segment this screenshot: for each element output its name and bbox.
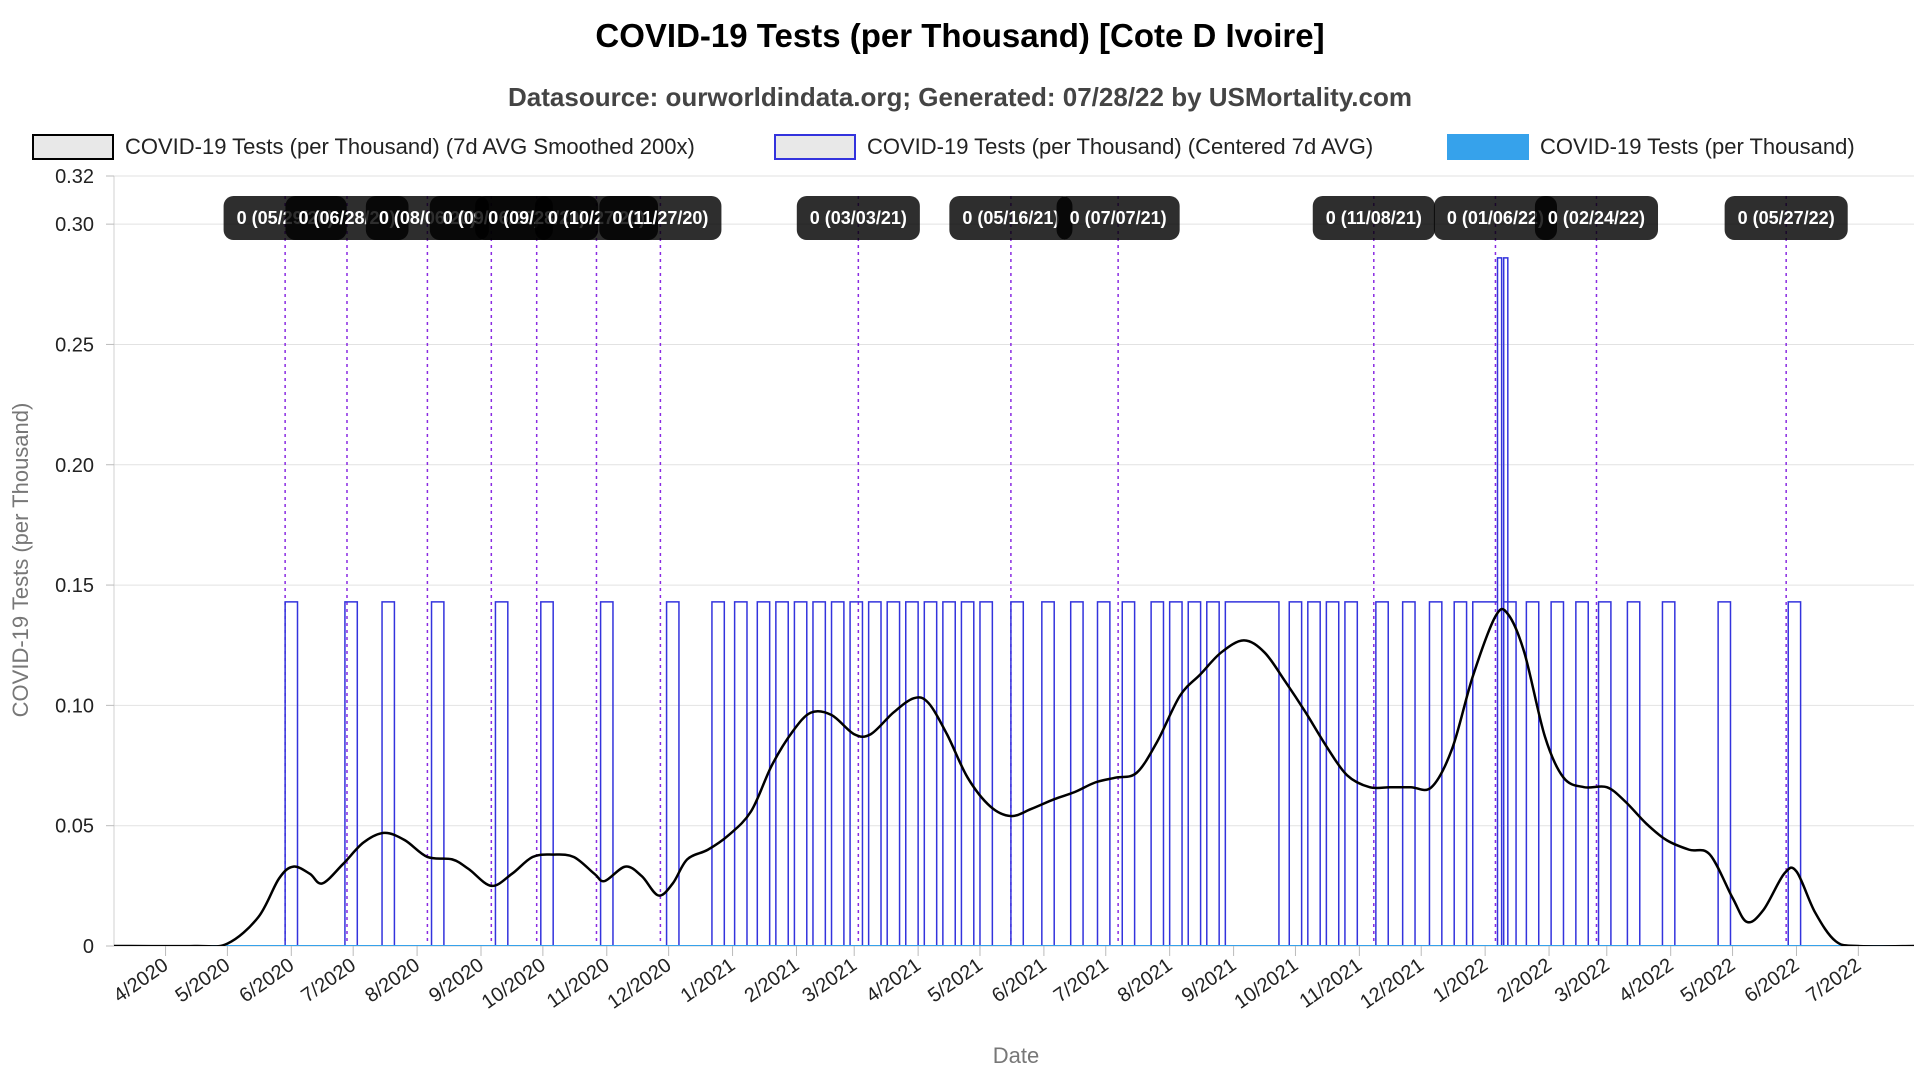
annotation-box xyxy=(949,196,1073,240)
y-tick-label: 0.25 xyxy=(55,334,94,356)
annotation-box xyxy=(1534,196,1659,240)
legend-swatch xyxy=(32,134,114,160)
y-axis-ticks: 0 0.05 0.10 0.15 0.20 0.25 0.30 0.32 xyxy=(55,166,114,958)
annotation-text: 0 (03/03/21) xyxy=(810,208,907,228)
legend-label: COVID-19 Tests (per Thousand) (7d AVG Sm… xyxy=(125,134,695,159)
x-tick-label: 6/2021 xyxy=(988,954,1051,1007)
x-tick-label: 11/2020 xyxy=(543,954,614,1013)
y-axis-title: COVID-19 Tests (per Thousand) xyxy=(8,403,33,718)
y-tick-label: 0.30 xyxy=(55,214,94,236)
annotation-label: 0 (11/08/21) xyxy=(1312,196,1435,240)
y-tick-label: 0.15 xyxy=(55,575,94,597)
annotation-text: 0 (07/07/21) xyxy=(1070,208,1167,228)
annotation-text: 0 (02/24/22) xyxy=(1548,208,1645,228)
legend-label: COVID-19 Tests (per Thousand) xyxy=(1540,134,1855,159)
x-tick-label: 11/2021 xyxy=(1296,954,1367,1013)
annotation-label: 0 (05/16/21) xyxy=(949,196,1073,240)
x-tick-label: 7/2021 xyxy=(1050,954,1113,1007)
x-tick-label: 10/2021 xyxy=(1230,954,1302,1013)
annotation-labels: 0 (05/29/20)0 (06/28/20)0 (08/06/20)0 (0… xyxy=(223,196,1848,240)
x-tick-label: 7/2022 xyxy=(1802,954,1865,1007)
annotation-text: 0 (11/27/20) xyxy=(612,208,708,228)
annotation-label: 0 (03/03/21) xyxy=(796,196,920,240)
y-tick-label: 0.20 xyxy=(55,455,94,477)
x-tick-label: 6/2020 xyxy=(235,954,298,1007)
series-centered-7d-avg xyxy=(114,257,1914,946)
annotation-box xyxy=(1433,196,1557,240)
annotation-box xyxy=(599,196,722,240)
y-tick-label: 0 xyxy=(83,936,94,958)
x-tick-label: 6/2022 xyxy=(1741,954,1804,1007)
x-tick-label: 1/2021 xyxy=(677,954,740,1007)
x-axis-ticks: 4/2020 5/2020 6/2020 7/2020 8/2020 9/202010/2… xyxy=(110,946,1865,1014)
chart-title: COVID-19 Tests (per Thousand) [Cote D Iv… xyxy=(595,17,1324,54)
chart-subtitle: Datasource: ourworldindata.org; Generate… xyxy=(508,82,1412,112)
x-tick-label: 10/2020 xyxy=(478,954,550,1013)
annotation-box xyxy=(1056,196,1180,240)
legend-label: COVID-19 Tests (per Thousand) (Centered … xyxy=(867,134,1373,159)
annotation-text: 0 (05/27/22) xyxy=(1738,208,1835,228)
annotation-box xyxy=(1724,196,1848,240)
x-tick-label: 3/2022 xyxy=(1551,954,1614,1007)
annotation-lines xyxy=(284,196,1787,946)
legend-swatch xyxy=(774,134,856,160)
annotation-text: 0 (01/06/22) xyxy=(1447,208,1544,228)
legend-swatch xyxy=(1447,134,1529,160)
x-tick-label: 2/2022 xyxy=(1493,954,1556,1007)
x-tick-label: 9/2021 xyxy=(1178,954,1241,1007)
annotation-label: 0 (05/27/22) xyxy=(1724,196,1848,240)
x-tick-label: 4/2020 xyxy=(110,954,173,1007)
series-smoothed xyxy=(114,607,1914,946)
y-tick-label: 0.10 xyxy=(55,695,94,717)
x-tick-label: 8/2020 xyxy=(361,954,424,1007)
y-tick-label: 0.32 xyxy=(55,166,94,188)
grid xyxy=(113,175,1914,947)
x-tick-label: 1/2022 xyxy=(1429,954,1492,1007)
annotation-label: 0 (11/27/20) xyxy=(599,196,722,240)
x-tick-label: 7/2020 xyxy=(297,954,360,1007)
x-tick-label: 4/2022 xyxy=(1615,954,1678,1007)
x-tick-label: 9/2020 xyxy=(425,954,488,1007)
y-tick-label: 0.05 xyxy=(55,816,94,838)
annotation-label: 0 (01/06/22) xyxy=(1433,196,1557,240)
x-tick-label: 12/2020 xyxy=(604,954,676,1013)
annotation-box xyxy=(796,196,920,240)
x-tick-label: 5/2020 xyxy=(172,954,235,1007)
x-tick-label: 8/2021 xyxy=(1114,954,1177,1007)
legend: COVID-19 Tests (per Thousand) (7d AVG Sm… xyxy=(32,134,1855,160)
x-tick-label: 5/2022 xyxy=(1677,954,1740,1007)
x-tick-label: 3/2021 xyxy=(798,954,861,1007)
x-tick-label: 2/2021 xyxy=(741,954,804,1007)
annotation-box xyxy=(1312,196,1435,240)
x-tick-label: 12/2021 xyxy=(1356,954,1428,1013)
annotation-text: 0 (11/08/21) xyxy=(1326,208,1422,228)
x-tick-label: 5/2021 xyxy=(924,954,987,1007)
annotation-label: 0 (02/24/22) xyxy=(1534,196,1659,240)
x-axis-title: Date xyxy=(993,1043,1039,1068)
annotation-text: 0 (05/16/21) xyxy=(962,208,1059,228)
series-layer xyxy=(114,257,1914,946)
annotation-label: 0 (07/07/21) xyxy=(1056,196,1180,240)
x-tick-label: 4/2021 xyxy=(862,954,925,1007)
